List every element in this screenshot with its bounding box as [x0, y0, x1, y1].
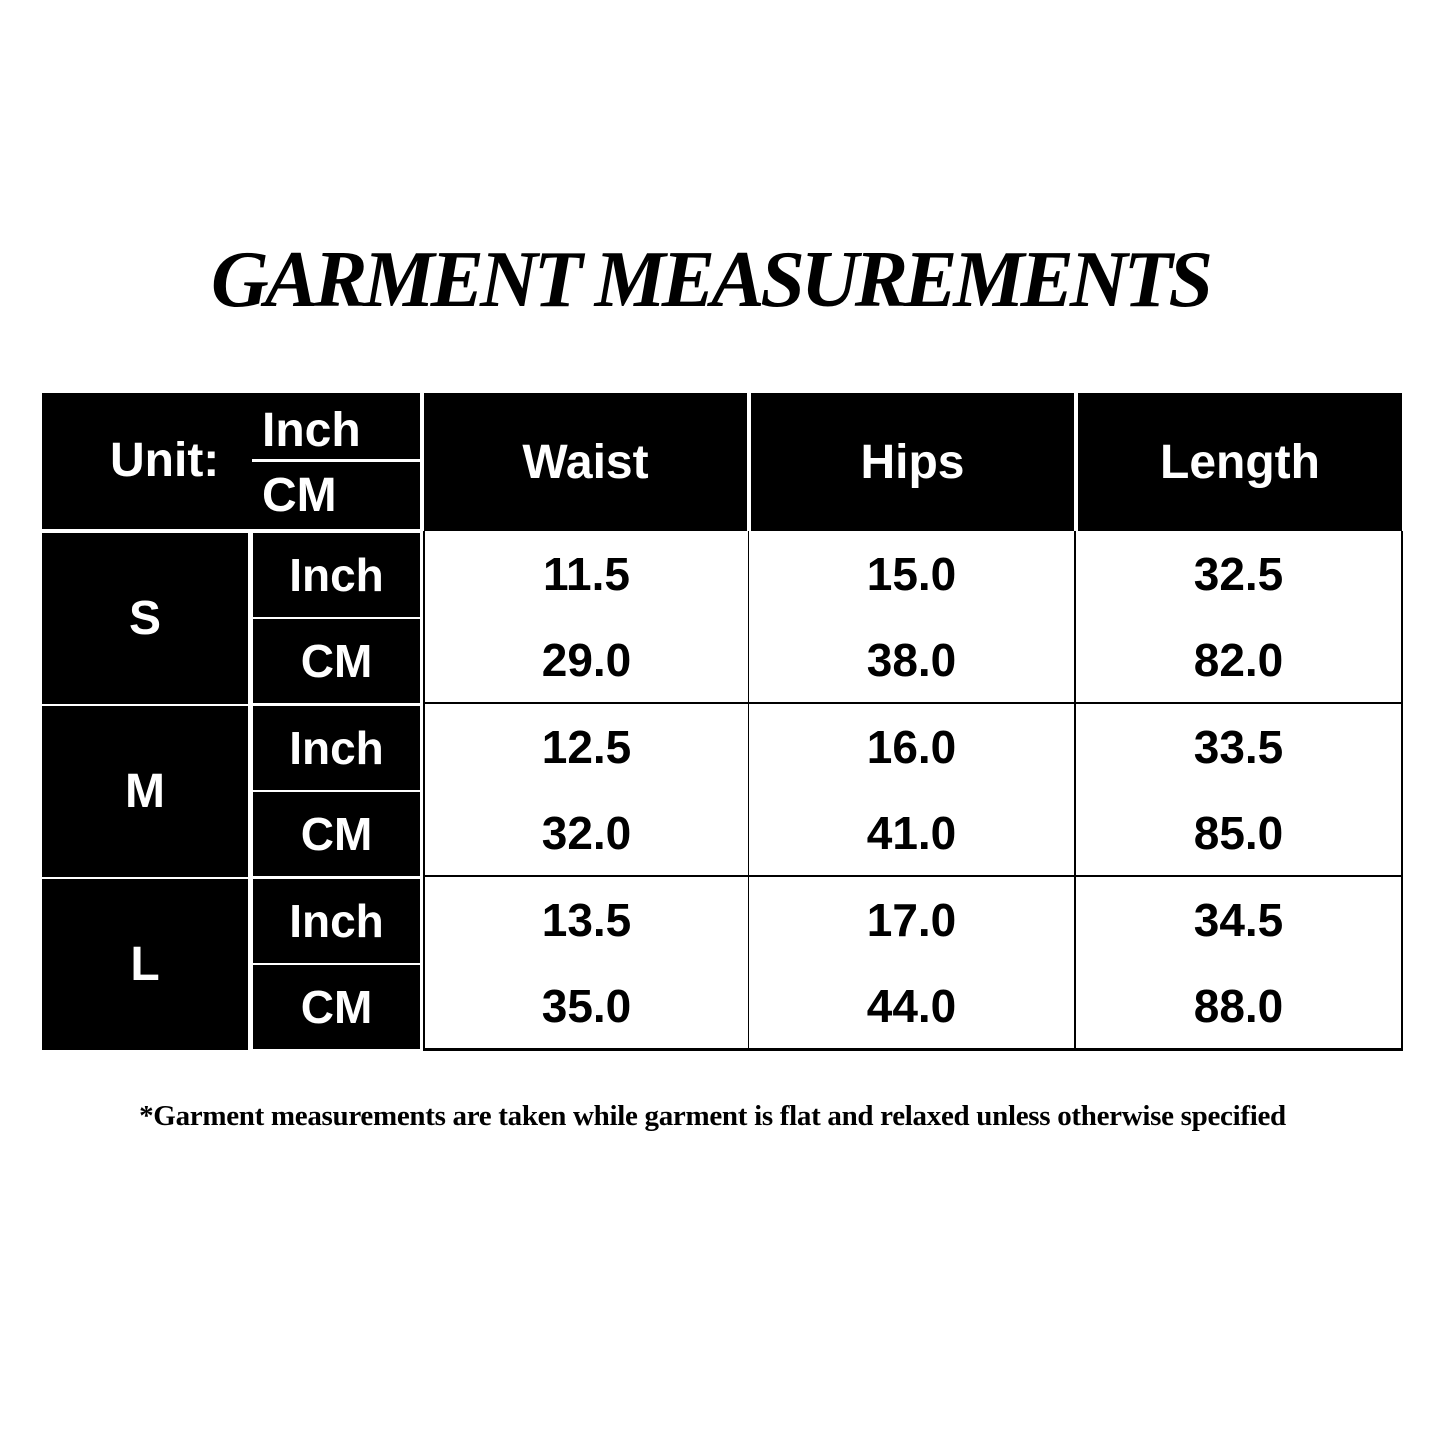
value-cell-waist: 29.0 — [423, 617, 750, 705]
value-cell-hips: 44.0 — [749, 963, 1076, 1051]
unit-label: Unit: — [110, 434, 220, 487]
value-cell-waist: 32.0 — [423, 790, 750, 878]
page-title: GARMENT MEASUREMENTS — [210, 236, 1213, 324]
value-cell-length: 34.5 — [1076, 877, 1403, 965]
unit-top: Inch — [262, 404, 361, 457]
value-cell-length: 32.5 — [1076, 531, 1403, 619]
footnote: *Garment measurements are taken while ga… — [139, 1100, 1286, 1132]
value-cell-length: 85.0 — [1076, 790, 1403, 878]
value-cell-length: 33.5 — [1076, 704, 1403, 792]
value-cell-waist: 11.5 — [423, 531, 750, 619]
value-cell-hips: 16.0 — [749, 704, 1076, 792]
column-header-hips: Hips — [751, 393, 1074, 531]
column-header-waist: Waist — [424, 393, 747, 531]
value-cell-hips: 41.0 — [749, 790, 1076, 878]
value-cell-length: 88.0 — [1076, 963, 1403, 1051]
unit-label-cell: CM — [253, 965, 420, 1049]
unit-label-cell: CM — [253, 792, 420, 876]
size-label-l: L — [42, 879, 248, 1050]
unit-divider — [252, 459, 420, 462]
unit-label-cell: Inch — [253, 533, 420, 617]
value-cell-waist: 12.5 — [423, 704, 750, 792]
unit-bottom: CM — [262, 469, 337, 522]
value-cell-waist: 13.5 — [423, 877, 750, 965]
value-cell-waist: 35.0 — [423, 963, 750, 1051]
unit-label-cell: Inch — [253, 879, 420, 963]
value-cell-hips: 38.0 — [749, 617, 1076, 705]
value-cell-hips: 15.0 — [749, 531, 1076, 619]
size-label-s: S — [42, 533, 248, 704]
value-cell-length: 82.0 — [1076, 617, 1403, 705]
column-header-length: Length — [1078, 393, 1402, 531]
unit-label-cell: CM — [253, 619, 420, 703]
size-label-m: M — [42, 706, 248, 877]
unit-label-cell: Inch — [253, 706, 420, 790]
unit-header: Unit: Inch CM — [42, 393, 420, 529]
value-cell-hips: 17.0 — [749, 877, 1076, 965]
